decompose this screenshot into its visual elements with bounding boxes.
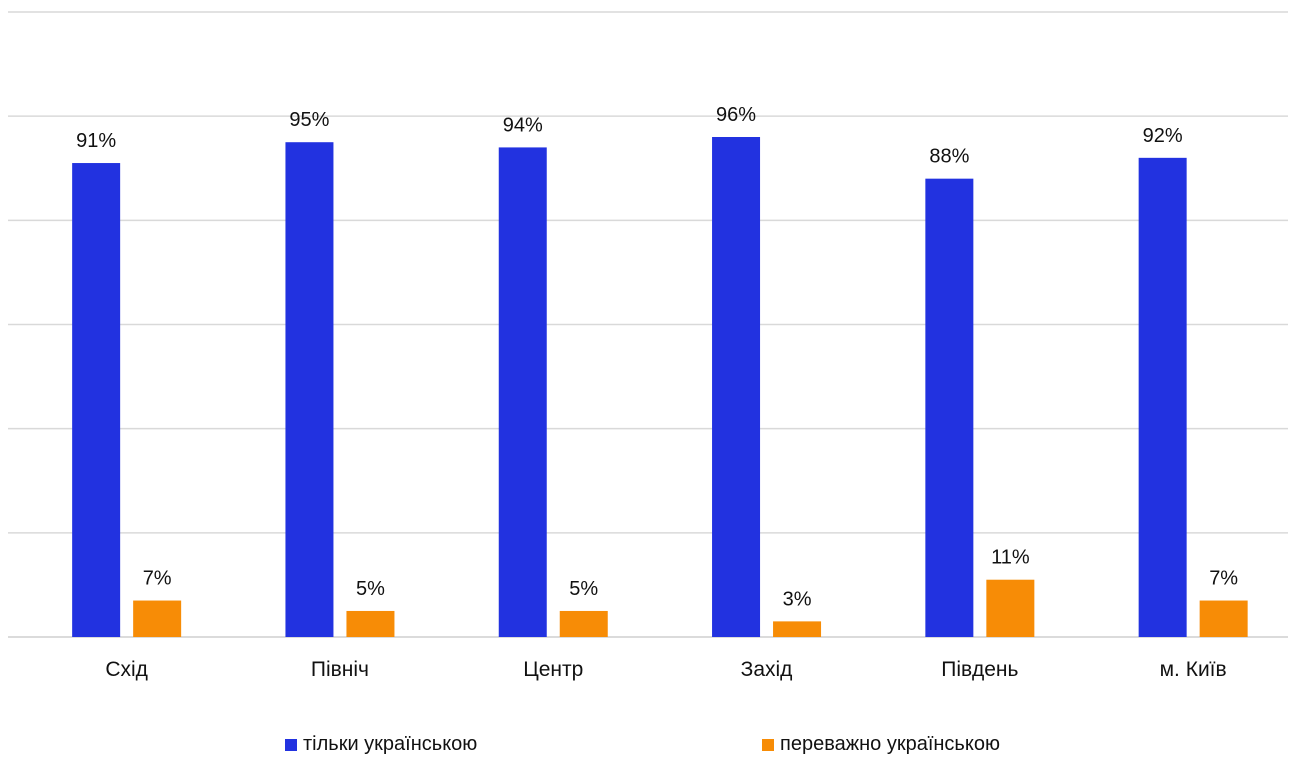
value-label-series-1-5: 88% [929, 146, 969, 168]
value-label-series-1-3: 94% [503, 114, 543, 136]
value-label-series-1-2: 95% [289, 109, 329, 131]
x-axis-labels: Схід Північ Центр Захід Південь м. Київ [105, 658, 1226, 681]
legend-label-series-1: тільки українською [303, 733, 478, 755]
bar-series-1-3 [498, 147, 547, 637]
legend-item-series-1: тільки українською [285, 733, 477, 756]
bar-series-1-5 [925, 178, 974, 637]
bar-series-1-2 [285, 142, 334, 638]
value-label-series-2-4: 3% [783, 588, 812, 610]
value-label-series-2-3: 5% [569, 578, 598, 600]
gridlines [8, 11, 1288, 638]
legend-swatch-series-1 [285, 738, 297, 751]
value-label-series-1-6: 92% [1143, 125, 1183, 147]
x-tick-label: Захід [741, 658, 793, 681]
legend-item-series-2: переважно українською [762, 733, 1000, 756]
bar-series-1-1 [72, 163, 121, 637]
value-label-series-1-4: 96% [716, 104, 756, 126]
bar-series-2-3 [559, 610, 608, 637]
x-tick-label: Північ [311, 658, 369, 681]
legend-label-series-2: переважно українською [780, 733, 1000, 755]
x-tick-label: Центр [523, 658, 583, 681]
value-labels: 91% 7% 95% 5% 94% 5% 96% 3% 88% 11% 92% 7% [76, 104, 1238, 610]
x-tick-label: Схід [105, 658, 148, 681]
value-label-series-2-1: 7% [143, 568, 172, 590]
value-label-series-1-1: 91% [76, 130, 116, 152]
value-label-series-2-6: 7% [1209, 568, 1238, 590]
legend: тільки українською переважно українською [0, 733, 1296, 759]
x-tick-label: м. Київ [1160, 658, 1227, 681]
bar-series-2-5 [986, 579, 1035, 637]
bar-series-2-1 [133, 600, 182, 637]
bar-series-2-2 [346, 610, 395, 637]
bar-series-1-4 [712, 137, 761, 637]
value-label-series-2-2: 5% [356, 578, 385, 600]
bar-series-2-6 [1199, 600, 1248, 637]
bars [72, 137, 1248, 638]
bar-series-1-6 [1138, 157, 1187, 638]
x-tick-label: Південь [941, 658, 1018, 681]
legend-swatch-series-2 [762, 738, 774, 751]
value-label-series-2-5: 11% [991, 547, 1030, 569]
bar-chart: 91% 7% 95% 5% 94% 5% 96% 3% 88% 11% 92% 7% Схід Півн… [8, 11, 1288, 681]
bar-series-2-4 [773, 621, 822, 637]
